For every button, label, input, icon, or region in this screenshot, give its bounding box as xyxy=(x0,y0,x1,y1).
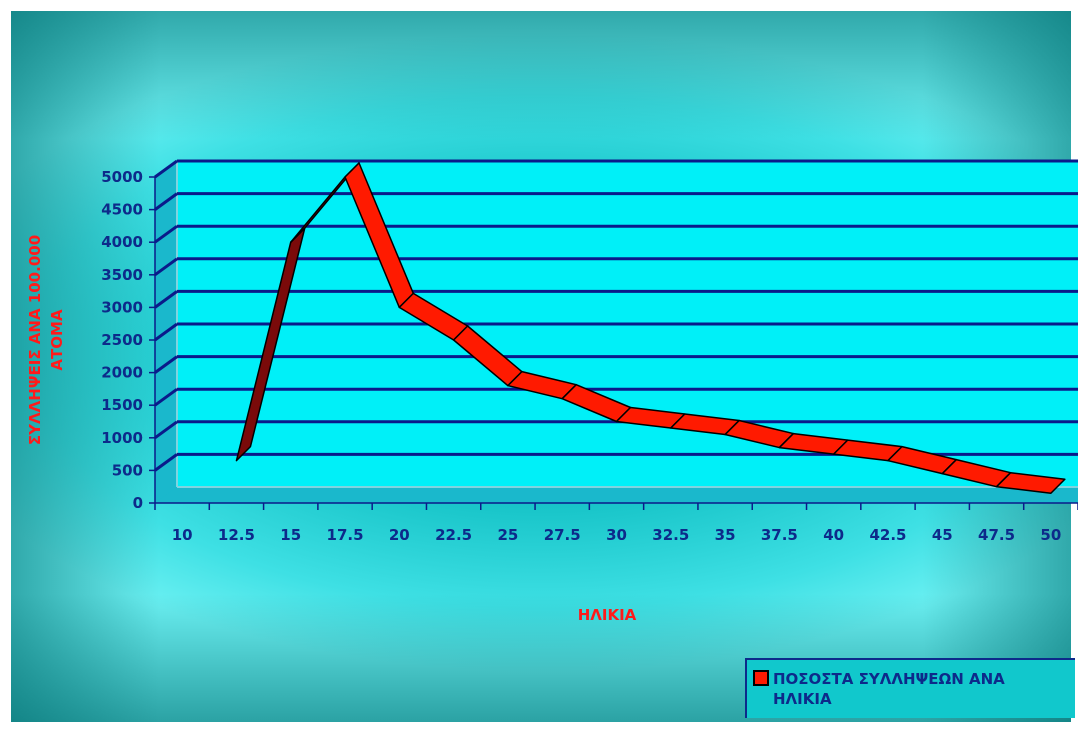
x-tick-label: 17.5 xyxy=(327,526,364,544)
x-tick-label: 25 xyxy=(497,526,518,544)
y-tick-labels: 0 500 1000 1500 2000 2500 3000 3500 4000 4500 5000 xyxy=(101,168,143,512)
x-tick-label: 42.5 xyxy=(869,526,906,544)
y-tick-label: 1000 xyxy=(101,429,143,447)
legend-label-line2: ΗΛΙΚΙΑ xyxy=(753,690,1075,708)
x-tick-label: 50 xyxy=(1040,526,1061,544)
x-tick-label: 47.5 xyxy=(978,526,1015,544)
y-tick-label: 4500 xyxy=(101,201,143,219)
y-tick-label: 2500 xyxy=(101,331,143,349)
chart-walls xyxy=(155,161,1078,503)
x-axis-title: ΗΛΙΚΙΑ xyxy=(578,606,637,624)
x-tick-label: 45 xyxy=(932,526,953,544)
x-tick-label: 32.5 xyxy=(652,526,689,544)
y-tick-label: 3500 xyxy=(101,266,143,284)
x-tick-label: 10 xyxy=(172,526,193,544)
legend: ΠΟΣΟΣΤΑ ΣΥΛΛΗΨΕΩΝ ΑΝΑ ΗΛΙΚΙΑ xyxy=(745,658,1075,718)
x-tick-label: 20 xyxy=(389,526,410,544)
x-tick-label: 27.5 xyxy=(544,526,581,544)
y-tick-label: 0 xyxy=(133,494,143,512)
x-tick-label: 37.5 xyxy=(761,526,798,544)
y-axis-title-line1: ΣΥΛΛΗΨΕΙΣ ΑΝΑ 100.000 xyxy=(26,235,44,445)
floor xyxy=(155,487,1078,503)
y-tick-label: 1500 xyxy=(101,396,143,414)
y-axis-title-line2: ΑΤΟΜΑ xyxy=(48,309,66,371)
y-tick-label: 4000 xyxy=(101,233,143,251)
y-tick-label: 500 xyxy=(112,461,143,479)
x-tick-label: 22.5 xyxy=(435,526,472,544)
y-tick-label: 2000 xyxy=(101,364,143,382)
legend-label-line1: ΠΟΣΟΣΤΑ ΣΥΛΛΗΨΕΩΝ ΑΝΑ xyxy=(773,670,1005,688)
x-tick-label: 35 xyxy=(715,526,736,544)
x-tick-labels: 10 12.5 15 17.5 20 22.5 25 27.5 30 32.5 35 37.5 40 42… xyxy=(172,526,1062,544)
y-tick-label: 3000 xyxy=(101,298,143,316)
x-tick-label: 12.5 xyxy=(218,526,255,544)
x-tick-label: 15 xyxy=(280,526,301,544)
y-tick-label: 5000 xyxy=(101,168,143,186)
x-tick-label: 40 xyxy=(823,526,844,544)
legend-swatch xyxy=(753,670,769,686)
x-tick-label: 30 xyxy=(606,526,627,544)
